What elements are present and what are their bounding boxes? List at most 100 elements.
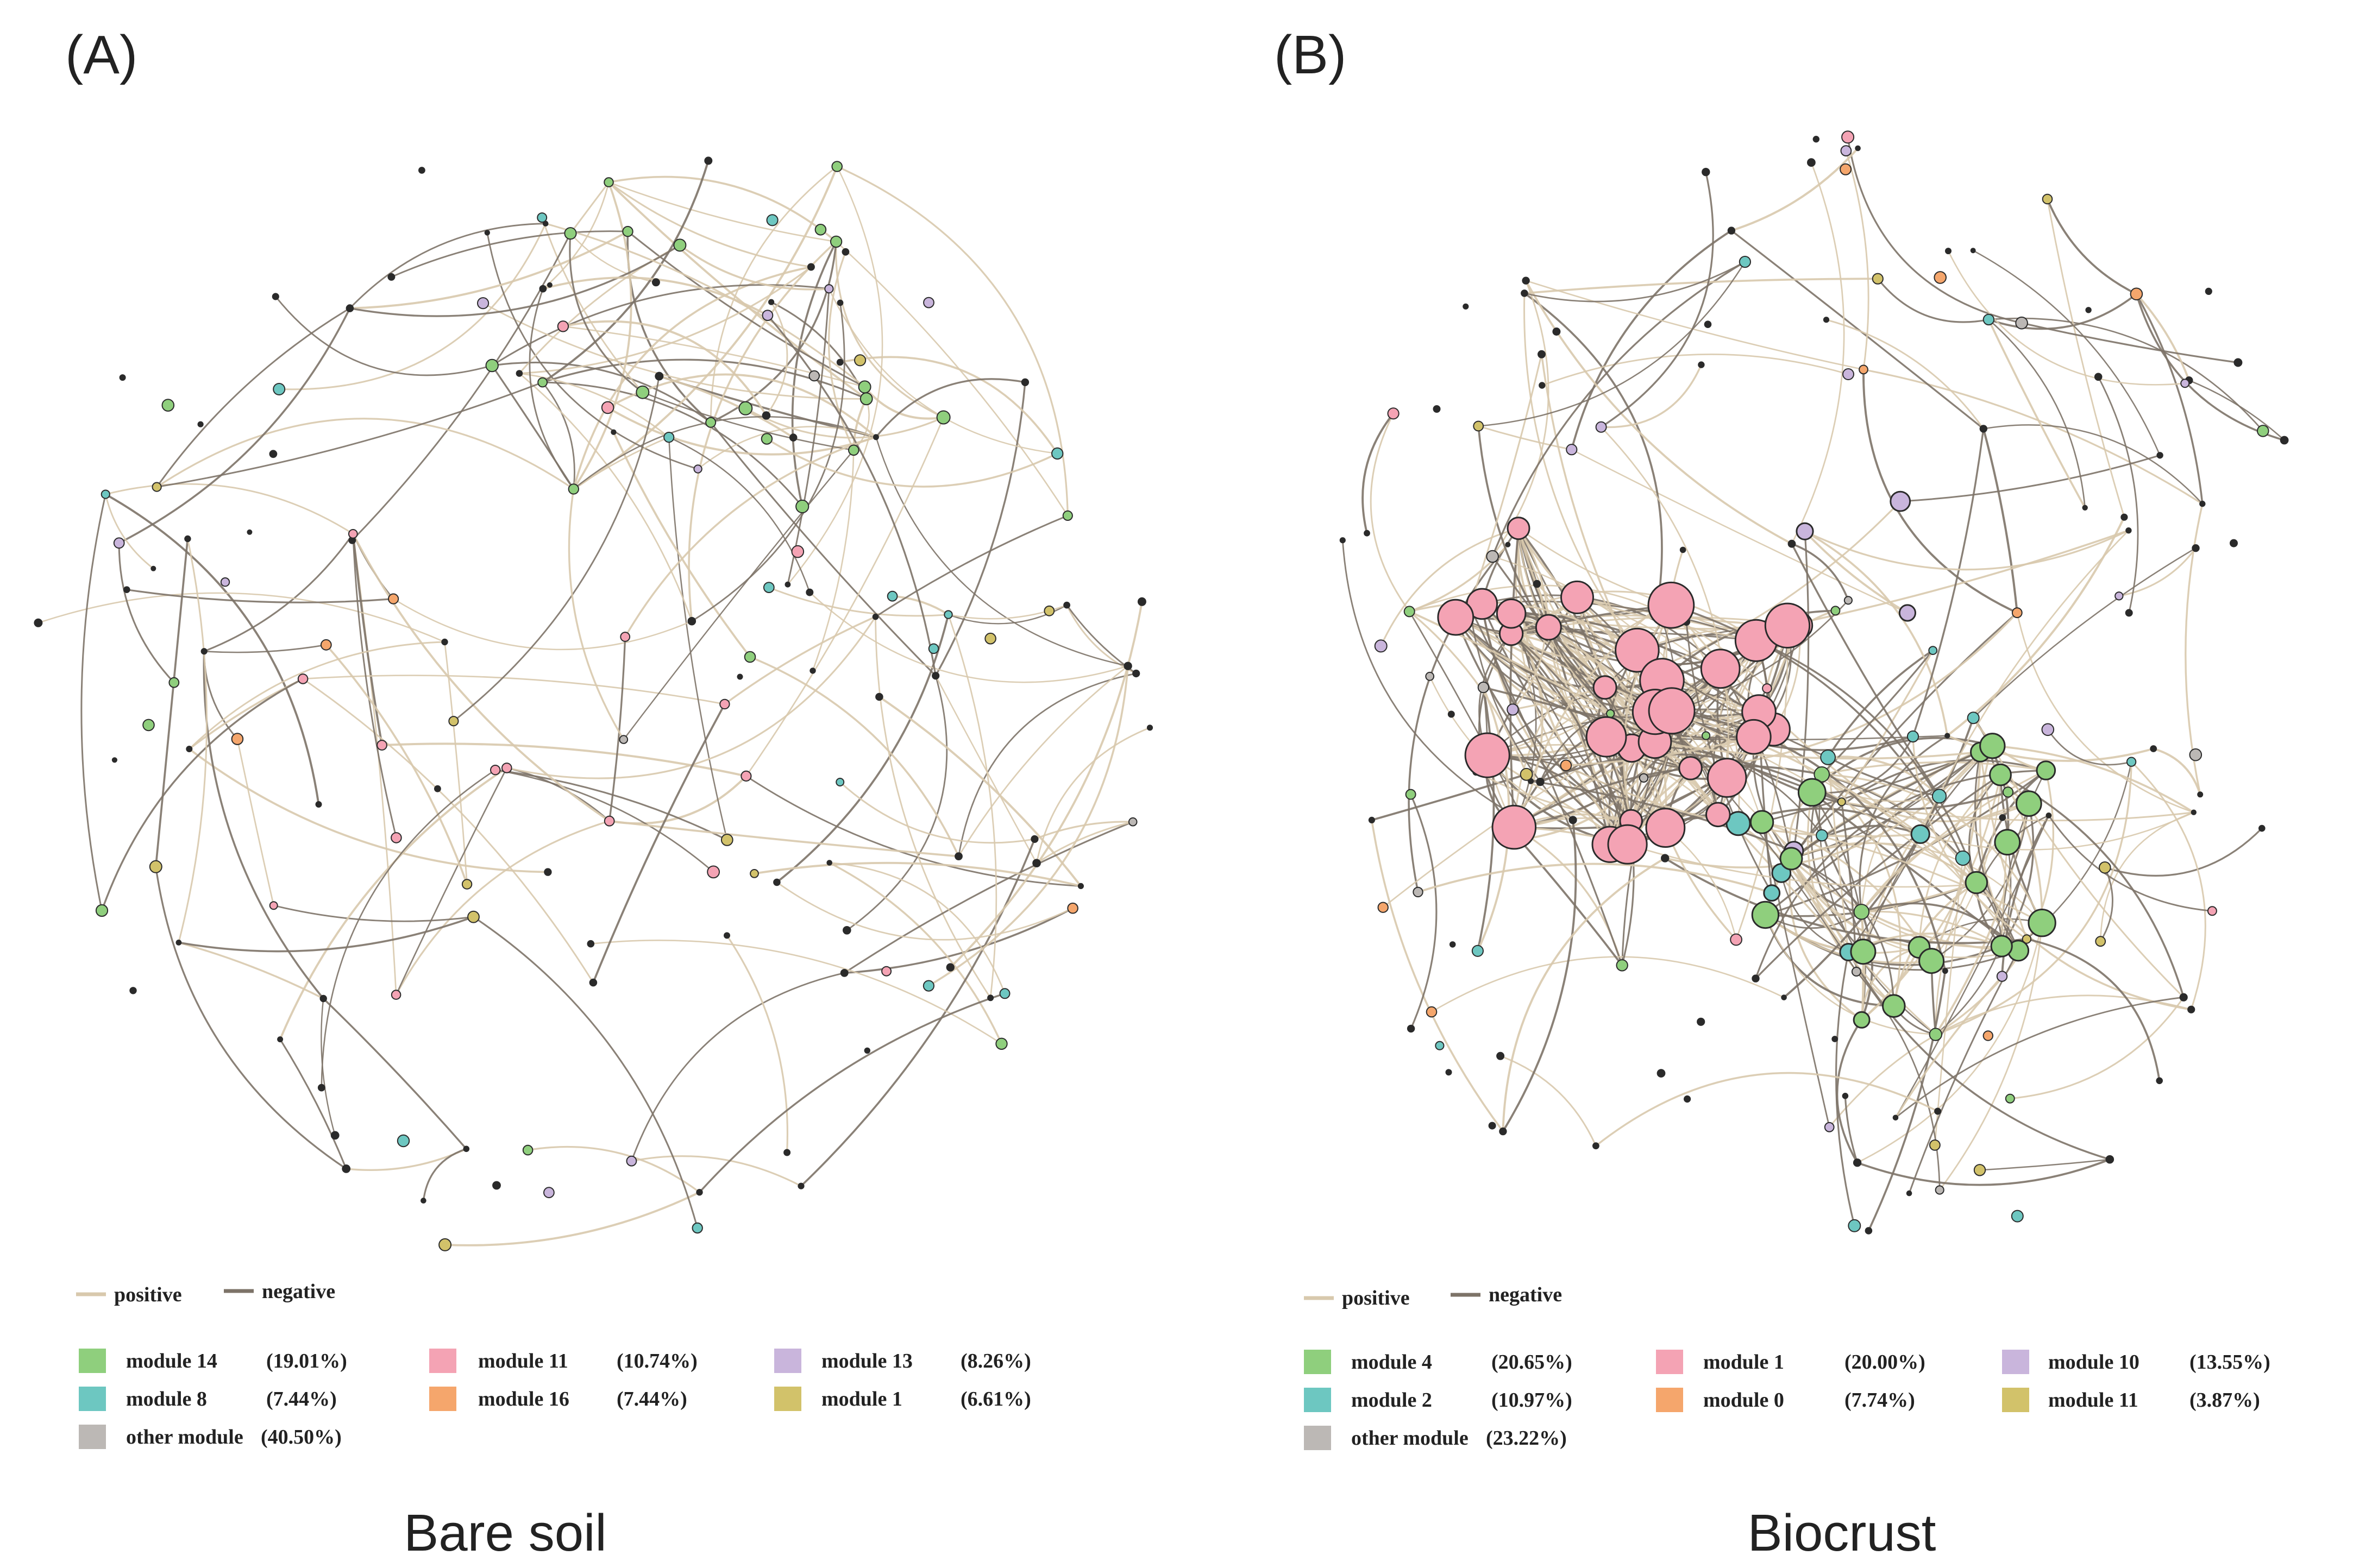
- network-edge: [668, 436, 811, 593]
- network-edge: [1523, 765, 1822, 822]
- network-node: [604, 815, 615, 827]
- network-node: [1823, 317, 1830, 323]
- network-edge: [679, 244, 830, 291]
- network-edge: [491, 284, 830, 367]
- network-node: [1413, 886, 1423, 898]
- network-node: [1749, 810, 1774, 834]
- network-edge: [1861, 902, 2019, 952]
- network-node: [2191, 809, 2197, 815]
- network-node: [1935, 1185, 1944, 1195]
- negative-edge-label: negative: [262, 1280, 335, 1303]
- network-edge: [1720, 668, 1792, 859]
- network-node: [1368, 816, 1375, 824]
- network-edge: [770, 301, 868, 399]
- network-edge: [2104, 827, 2263, 877]
- network-node: [842, 248, 850, 256]
- network-node: [1607, 824, 1648, 865]
- network-node: [2199, 500, 2206, 507]
- network-edge: [591, 940, 1002, 1044]
- network-node: [397, 1134, 410, 1148]
- network-node: [1865, 1227, 1873, 1235]
- network-edge: [1761, 822, 1830, 1128]
- network-node: [2125, 527, 2132, 534]
- network-node: [766, 214, 779, 226]
- network-edge: [573, 416, 876, 490]
- network-edge: [352, 533, 383, 746]
- network-node: [1387, 407, 1400, 420]
- network-node: [1890, 490, 1911, 512]
- module-swatch: [774, 1387, 801, 1411]
- network-edge: [1844, 1095, 1859, 1163]
- network-node: [955, 852, 963, 860]
- network-node: [2085, 307, 2092, 313]
- network-node: [463, 1145, 470, 1153]
- network-node: [622, 226, 633, 237]
- network-edge: [80, 494, 106, 911]
- network-edge: [846, 675, 948, 931]
- network-node: [330, 1131, 340, 1140]
- network-node: [2114, 591, 2124, 601]
- network-node: [826, 860, 832, 866]
- network-node: [1425, 671, 1435, 681]
- network-edge: [1861, 911, 2002, 948]
- network-edge: [688, 241, 837, 621]
- network-node: [928, 643, 939, 654]
- network-edge: [352, 533, 397, 838]
- network-edge: [563, 320, 768, 417]
- network-node: [1433, 405, 1441, 413]
- module-pct: (7.44%): [266, 1388, 337, 1410]
- network-edge: [506, 616, 876, 779]
- network-node: [448, 716, 459, 727]
- network-edge: [1034, 821, 1133, 840]
- network-node: [843, 926, 851, 935]
- network-edge: [189, 748, 548, 873]
- network-edge: [189, 641, 445, 750]
- network-node: [1377, 902, 1389, 913]
- network-edge: [486, 232, 699, 470]
- network-node: [808, 370, 820, 382]
- network-edge: [1988, 319, 2086, 508]
- network-edge: [1529, 607, 1658, 782]
- network-node: [1989, 763, 2012, 786]
- network-node: [438, 1238, 452, 1251]
- network-edge: [349, 230, 629, 310]
- network-edge: [127, 589, 394, 603]
- module-name: module 1: [1703, 1351, 1784, 1374]
- negative-edge-label: negative: [1489, 1283, 1562, 1306]
- network-node: [186, 746, 193, 752]
- module-swatch: [1656, 1350, 1683, 1374]
- network-edge: [724, 616, 876, 705]
- network-node: [149, 860, 162, 873]
- network-edge: [1755, 774, 2001, 979]
- network-edge: [1791, 543, 1849, 601]
- network-node: [1918, 948, 1945, 974]
- network-node: [1840, 163, 1852, 175]
- network-edge: [608, 175, 837, 243]
- network-edge: [1491, 261, 1746, 557]
- network-edge: [787, 288, 830, 585]
- network-node: [1872, 273, 1884, 285]
- network-node: [2042, 193, 2053, 205]
- network-node: [858, 380, 871, 394]
- network-node: [1850, 939, 1877, 965]
- network-edge: [1790, 858, 1895, 1007]
- module-pct: (10.97%): [1491, 1389, 1572, 1412]
- network-edge: [1671, 710, 1978, 884]
- network-edge: [658, 375, 794, 439]
- network-edge: [829, 861, 1003, 1044]
- network-edge: [1408, 544, 1509, 892]
- network-node: [539, 285, 547, 293]
- network-node: [1979, 425, 1988, 433]
- network-edge: [875, 515, 1068, 618]
- network-edge: [608, 181, 812, 268]
- network-node: [1970, 248, 1976, 254]
- network-node: [2011, 1210, 2024, 1223]
- network-node: [1934, 1107, 1942, 1115]
- network-node: [1796, 522, 1814, 540]
- network-edge: [1988, 293, 2137, 330]
- network-edge: [1671, 709, 1947, 972]
- module-swatch: [429, 1349, 456, 1373]
- network-edge: [1654, 741, 1981, 760]
- network-edge: [573, 181, 632, 490]
